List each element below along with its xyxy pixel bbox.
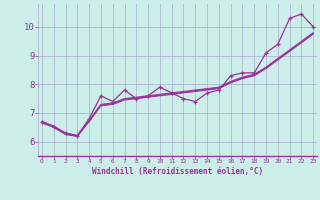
X-axis label: Windchill (Refroidissement éolien,°C): Windchill (Refroidissement éolien,°C) [92,167,263,176]
